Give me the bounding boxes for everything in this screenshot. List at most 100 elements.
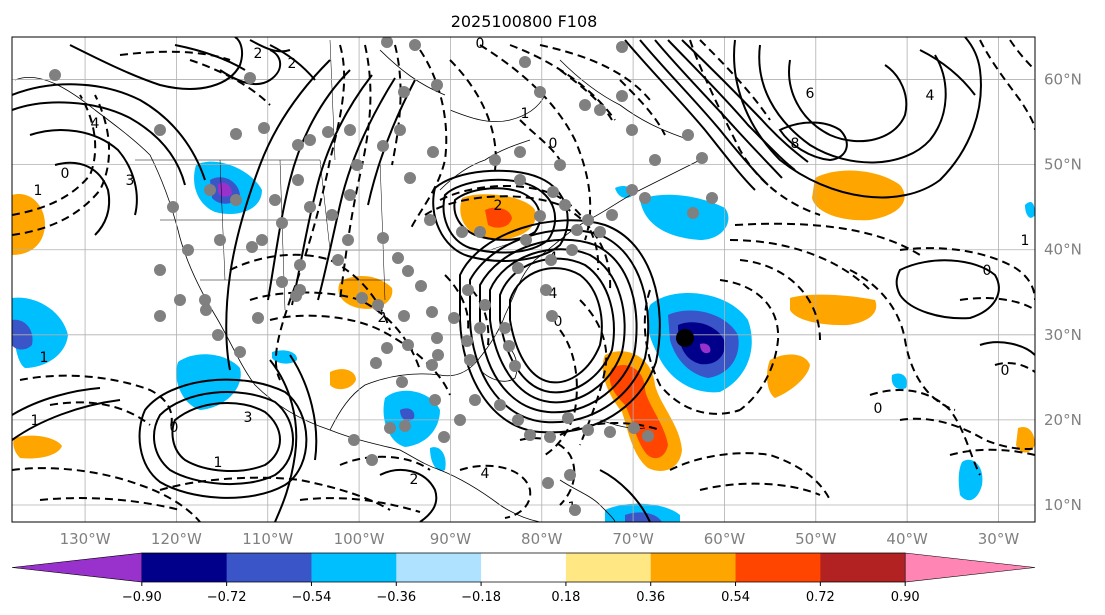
station-dot — [469, 394, 481, 406]
station-dot — [649, 154, 661, 166]
station-dot — [594, 104, 606, 116]
station-dot — [167, 201, 179, 213]
station-dot — [326, 209, 338, 221]
blue-blob-bottom-core — [625, 512, 662, 522]
station-dot — [256, 234, 268, 246]
station-dot — [448, 312, 460, 324]
station-dot — [464, 354, 476, 366]
contour-label: 0 — [874, 401, 883, 417]
station-dot — [628, 422, 640, 434]
shaded-anomaly-fields — [12, 161, 1035, 522]
contour-label: 4 — [91, 116, 100, 132]
station-dot — [348, 434, 360, 446]
contour-label: 4 — [926, 88, 935, 104]
colorbar — [11, 552, 1036, 586]
blue-blob-cyclone-core — [700, 343, 711, 354]
station-dot — [616, 41, 628, 53]
station-dot — [462, 284, 474, 296]
latitude-label: 20°N — [1044, 411, 1082, 429]
colorbar-extend-low — [11, 552, 143, 583]
station-dot — [276, 276, 288, 288]
colorbar-tick-label: 0.90 — [891, 590, 920, 605]
blue-blob-gulf-mexico-core — [400, 408, 415, 421]
station-dot — [454, 414, 466, 426]
station-dots — [49, 37, 718, 516]
station-dot — [366, 454, 378, 466]
latitude-label: 40°N — [1044, 241, 1082, 259]
station-dot — [404, 172, 416, 184]
station-dot — [594, 226, 606, 238]
station-dot — [154, 124, 166, 136]
station-dot — [294, 284, 306, 296]
colorbar-tick-label: 0.36 — [636, 590, 665, 605]
station-dot — [344, 189, 356, 201]
station-dot — [174, 294, 186, 306]
colorbar-tick-label: 0.72 — [806, 590, 835, 605]
latitude-label: 10°N — [1044, 496, 1082, 514]
orange-blob-southwest — [13, 435, 62, 459]
station-dot — [519, 56, 531, 68]
station-dot — [230, 194, 242, 206]
map-area: 22013468401024240110132410001 — [12, 37, 1035, 522]
colorbar-tick-label: 0.18 — [551, 590, 580, 605]
station-dot — [409, 39, 421, 51]
blue-blob-mexico-small — [272, 350, 298, 364]
station-dot — [154, 310, 166, 322]
contour-label: 4 — [549, 286, 558, 302]
contour-label: 0 — [554, 314, 563, 330]
contour-label: 1 — [31, 413, 40, 429]
station-dot — [372, 299, 384, 311]
station-dot — [252, 312, 264, 324]
colorbar-segment — [226, 553, 312, 582]
colorbar-tick-labels: −0.90 −0.72 −0.54 −0.36 −0.18 0.18 0.36 0.54 0.7… — [122, 590, 920, 605]
colorbar-tick-label: −0.36 — [376, 590, 416, 605]
station-dot — [642, 430, 654, 442]
station-dot — [234, 346, 246, 358]
station-dot — [546, 310, 558, 322]
station-dot — [512, 262, 524, 274]
station-dot — [214, 234, 226, 246]
orange-blob-far-east — [1016, 426, 1035, 453]
station-dot — [616, 90, 628, 102]
station-dot — [456, 226, 468, 238]
longitude-label: 70°W — [612, 530, 654, 548]
station-dot — [542, 477, 554, 489]
colorbar-tick-label: −0.90 — [122, 590, 162, 605]
colorbar-tick-label: 0.54 — [721, 590, 750, 605]
station-dot — [212, 329, 224, 341]
station-dot — [534, 86, 546, 98]
station-dot — [606, 209, 618, 221]
station-dot — [582, 424, 594, 436]
contour-label: 2 — [378, 310, 387, 326]
station-dot — [244, 72, 256, 84]
contour-label: 6 — [806, 86, 815, 102]
longitude-labels: 130°W 120°W 110°W 100°W 90°W 80°W 70°W 60°W 50°W… — [60, 530, 1020, 548]
station-dot — [269, 194, 281, 206]
colorbar-extend-high — [904, 552, 1036, 583]
longitude-label: 30°W — [978, 530, 1020, 548]
colorbar-segment — [311, 553, 397, 582]
station-dot — [499, 322, 511, 334]
station-dot — [415, 280, 427, 292]
station-dot — [322, 126, 334, 138]
contour-label: 8 — [791, 136, 800, 152]
contour-label: 0 — [983, 263, 992, 279]
contour-label: 3 — [126, 173, 135, 189]
figure-title: 2025100800 F108 — [451, 12, 598, 31]
station-dot — [512, 414, 524, 426]
station-dot — [626, 184, 638, 196]
station-dot — [524, 429, 536, 441]
contour-label: 1 — [40, 350, 49, 366]
map-frame — [11, 36, 1036, 523]
station-dot — [381, 342, 393, 354]
station-dot — [566, 244, 578, 256]
station-dot — [182, 244, 194, 256]
station-dot — [204, 184, 216, 196]
contour-label: 3 — [244, 410, 253, 426]
colorbar-segment — [141, 553, 228, 582]
station-dot — [304, 201, 316, 213]
station-dot — [424, 214, 436, 226]
station-dot — [474, 226, 486, 238]
station-dot — [377, 140, 389, 152]
